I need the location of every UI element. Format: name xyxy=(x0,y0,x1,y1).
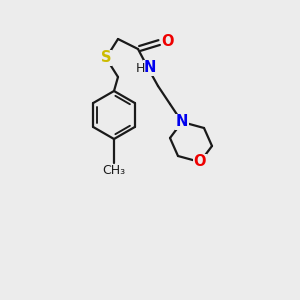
Text: N: N xyxy=(144,61,156,76)
Text: S: S xyxy=(101,50,111,65)
Text: O: O xyxy=(161,34,173,50)
Text: O: O xyxy=(194,154,206,169)
Text: N: N xyxy=(176,115,188,130)
Text: CH₃: CH₃ xyxy=(102,164,126,178)
Text: H: H xyxy=(135,61,145,74)
